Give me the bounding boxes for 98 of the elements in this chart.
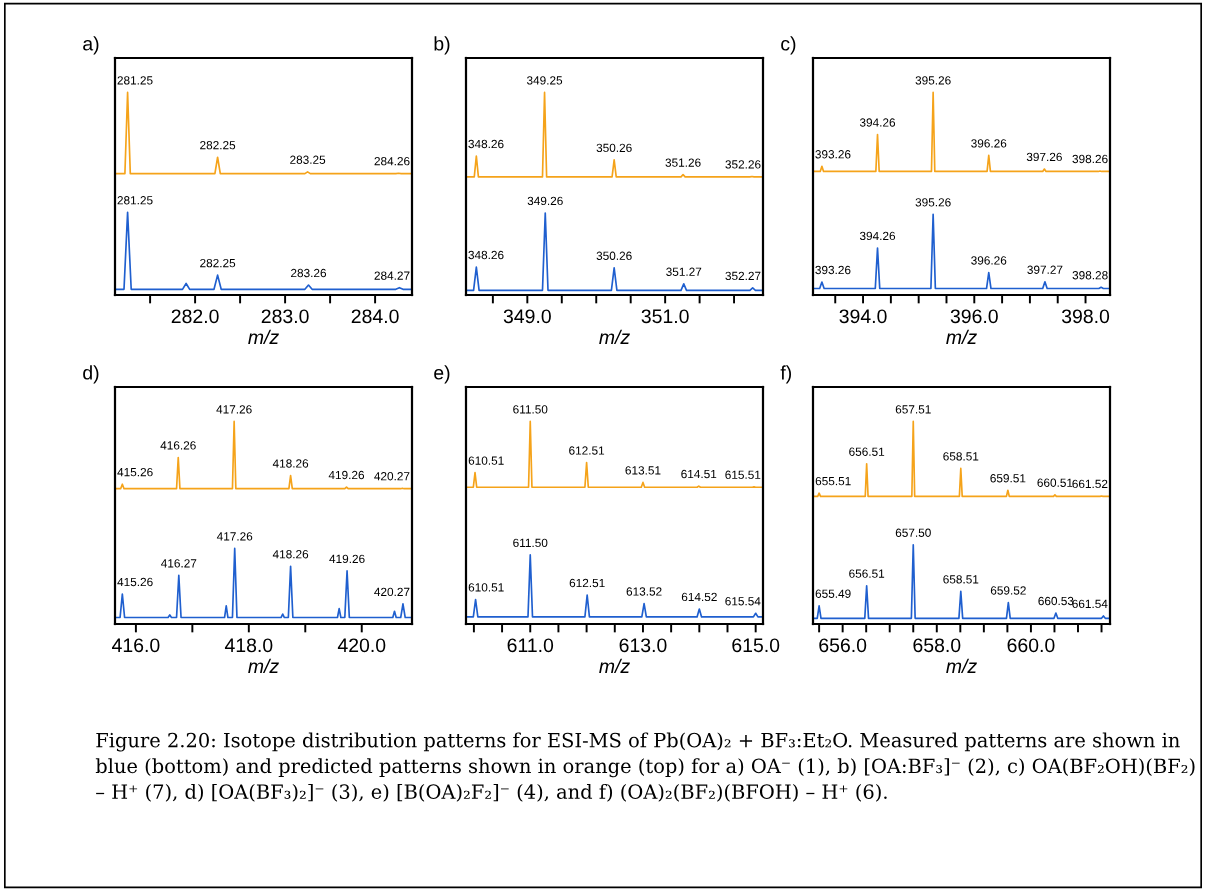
x-tick-label: 660.0: [1007, 638, 1055, 653]
x-tick-label: 394.0: [839, 309, 887, 324]
annotation: 657.50: [895, 528, 931, 537]
annotation: 657.51: [895, 405, 931, 414]
annotation: 395.26: [915, 76, 951, 85]
annotation: 284.26: [374, 157, 410, 166]
annotation: 655.51: [815, 476, 851, 486]
annotation: 661.52: [1072, 479, 1108, 489]
annotation: 416.26: [160, 441, 196, 450]
annotation: 396.26: [971, 256, 1007, 265]
annotation: 656.51: [849, 569, 885, 578]
x-tick-label: 420.0: [337, 638, 386, 653]
x-tick-label: 611.0: [507, 638, 554, 653]
annotation: 348.26: [468, 139, 504, 149]
annotation: 615.54: [725, 597, 761, 606]
annotation: 610.51: [468, 456, 504, 465]
annotation: 349.26: [527, 196, 563, 206]
annotation: 610.51: [468, 583, 504, 592]
x-tick-label: 418.0: [224, 638, 273, 653]
annotation: 282.25: [200, 258, 236, 268]
annotation: 398.28: [1072, 271, 1108, 280]
x-tick-label: 658.0: [913, 638, 961, 653]
annotation: 614.52: [681, 592, 717, 602]
x-axis-title: m/z: [599, 329, 630, 345]
x-axis-title: m/z: [946, 658, 977, 674]
x-tick-label: 282.0: [171, 309, 219, 324]
annotation: 281.25: [117, 76, 153, 85]
annotation: 418.26: [272, 459, 309, 468]
annotation: 394.26: [859, 231, 896, 241]
annotation: 352.26: [725, 160, 761, 169]
x-tick-label: 396.0: [950, 309, 998, 324]
annotation: 661.54: [1072, 599, 1108, 609]
annotation: 415.26: [117, 467, 153, 477]
chart-title: e): [434, 365, 450, 384]
x-tick-label: 398.0: [1061, 309, 1110, 324]
annotation: 420.27: [374, 472, 410, 481]
annotation: 396.26: [971, 139, 1007, 148]
x-tick-label: 349.0: [503, 309, 551, 324]
annotation: 613.51: [625, 466, 661, 475]
annotation: 612.51: [569, 446, 605, 455]
x-tick-label: 656.0: [819, 638, 867, 653]
x-axis-title: m/z: [599, 658, 630, 674]
x-axis-title: m/z: [248, 658, 279, 674]
annotation: 283.25: [290, 155, 326, 164]
annotation: 352.27: [725, 271, 761, 281]
annotation: 656.51: [849, 447, 885, 456]
annotation: 660.53: [1038, 596, 1074, 606]
annotation: 419.26: [329, 554, 365, 564]
annotation: 350.26: [596, 251, 632, 260]
annotation: 613.52: [626, 587, 662, 596]
annotation: 281.25: [117, 196, 153, 205]
annotation: 417.26: [216, 532, 253, 541]
annotation: 612.51: [569, 578, 605, 588]
annotation: 420.27: [374, 587, 410, 597]
annotation: 418.26: [272, 550, 309, 559]
chart-title: d): [83, 365, 99, 384]
chart-title: c): [781, 36, 796, 55]
annotation: 351.26: [665, 158, 701, 167]
caption: Figure 2.20: Isotope distribution patterns for ESI-MS of Pb(OA)₂ + BF₃:Et₂O. Measured patterns are shown in blue (bottom) and predicted patterns shown in orange (top) for a) OA⁻ (1), b) [OA:BF₃]⁻ (2), c) OA(BF₂OH)(BF₂) – H⁺ (7), d) [OA(BF₃)₂]⁻ (3), e) [B(OA)₂F₂]⁻ (4), and f) (OA)₂(BF₂)(BFOH) – H⁺ (6).: [95, 732, 1195, 802]
annotation: 395.26: [915, 198, 951, 207]
annotation: 284.27: [374, 271, 410, 280]
annotation: 397.27: [1027, 265, 1063, 274]
annotation: 282.25: [200, 141, 236, 150]
x-tick-label: 283.0: [261, 309, 309, 324]
annotation: 660.51: [1037, 478, 1073, 487]
annotation: 393.26: [815, 265, 851, 275]
annotation: 398.26: [1072, 154, 1108, 164]
annotation: 419.26: [328, 470, 365, 480]
chart-title: b): [434, 36, 450, 55]
annotation: 416.27: [161, 559, 197, 568]
annotation: 415.26: [117, 577, 153, 587]
x-tick-label: 284.0: [351, 309, 399, 324]
annotation: 351.27: [666, 267, 702, 276]
annotation: 397.26: [1026, 152, 1062, 162]
x-tick-label: 351.0: [641, 309, 689, 324]
x-tick-label: 613.0: [619, 638, 667, 653]
x-axis-title: m/z: [248, 329, 279, 345]
annotation: 658.51: [943, 575, 979, 584]
x-tick-label: 416.0: [112, 638, 160, 653]
annotation: 348.26: [468, 250, 504, 260]
annotation: 349.25: [526, 76, 563, 85]
annotation: 658.51: [943, 452, 979, 461]
annotation: 394.26: [859, 118, 896, 127]
annotation: 611.50: [513, 405, 548, 414]
x-axis-title: m/z: [946, 329, 977, 345]
annotation: 659.52: [990, 586, 1026, 595]
annotation: 393.26: [815, 150, 851, 159]
annotation: 659.51: [990, 474, 1026, 483]
x-tick-label: 615.0: [732, 638, 780, 653]
annotation: 655.49: [815, 589, 851, 598]
chart-title: f): [780, 365, 791, 384]
annotation: 350.26: [596, 143, 632, 152]
annotation: 614.51: [681, 469, 717, 479]
annotation: 611.50: [513, 538, 548, 548]
annotation: 283.26: [291, 268, 327, 278]
annotation: 417.26: [216, 405, 252, 414]
chart-title: a): [83, 36, 99, 55]
annotation: 615.51: [725, 470, 761, 479]
